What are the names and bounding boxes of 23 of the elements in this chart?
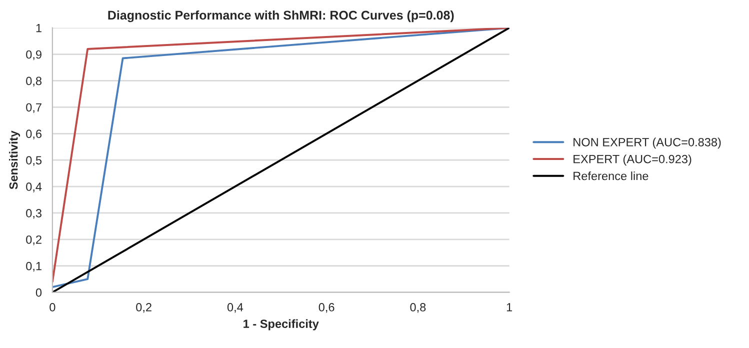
y-tick-label: 0,8	[26, 76, 42, 87]
legend-label: Reference line	[574, 171, 648, 180]
x-axis-title: 1 - Specificity	[244, 319, 319, 330]
y-tick-label: 0,6	[26, 130, 42, 140]
x-tick-label: 1	[506, 303, 512, 312]
y-tick-label: 0,7	[26, 103, 42, 113]
x-tick-label: 0,8	[410, 303, 426, 313]
x-tick-label: 0,2	[136, 303, 152, 313]
y-tick-label: 0	[36, 288, 42, 297]
x-tick-label: 0	[50, 303, 56, 312]
legend-label: NON EXPERT (AUC=0.838)	[574, 138, 721, 149]
x-tick-label: 0,6	[318, 303, 334, 313]
x-tick-label: 0,4	[227, 303, 244, 313]
y-axis-title: Sensitivity	[9, 130, 20, 190]
y-tick-label: 0,5	[26, 156, 42, 166]
y-tick-label: 1	[36, 24, 42, 32]
chart-title: Diagnostic Performance with ShMRI: ROC Curves (p=0.08)	[108, 10, 454, 22]
y-tick-label: 0,3	[26, 209, 42, 219]
y-tick-label: 0,9	[26, 50, 42, 60]
y-tick-label: 0,4	[26, 182, 42, 192]
y-tick-label: 0,2	[26, 235, 42, 246]
legend-label: EXPERT (AUC=0.923)	[574, 154, 692, 166]
y-tick-label: 0,1	[26, 262, 42, 272]
